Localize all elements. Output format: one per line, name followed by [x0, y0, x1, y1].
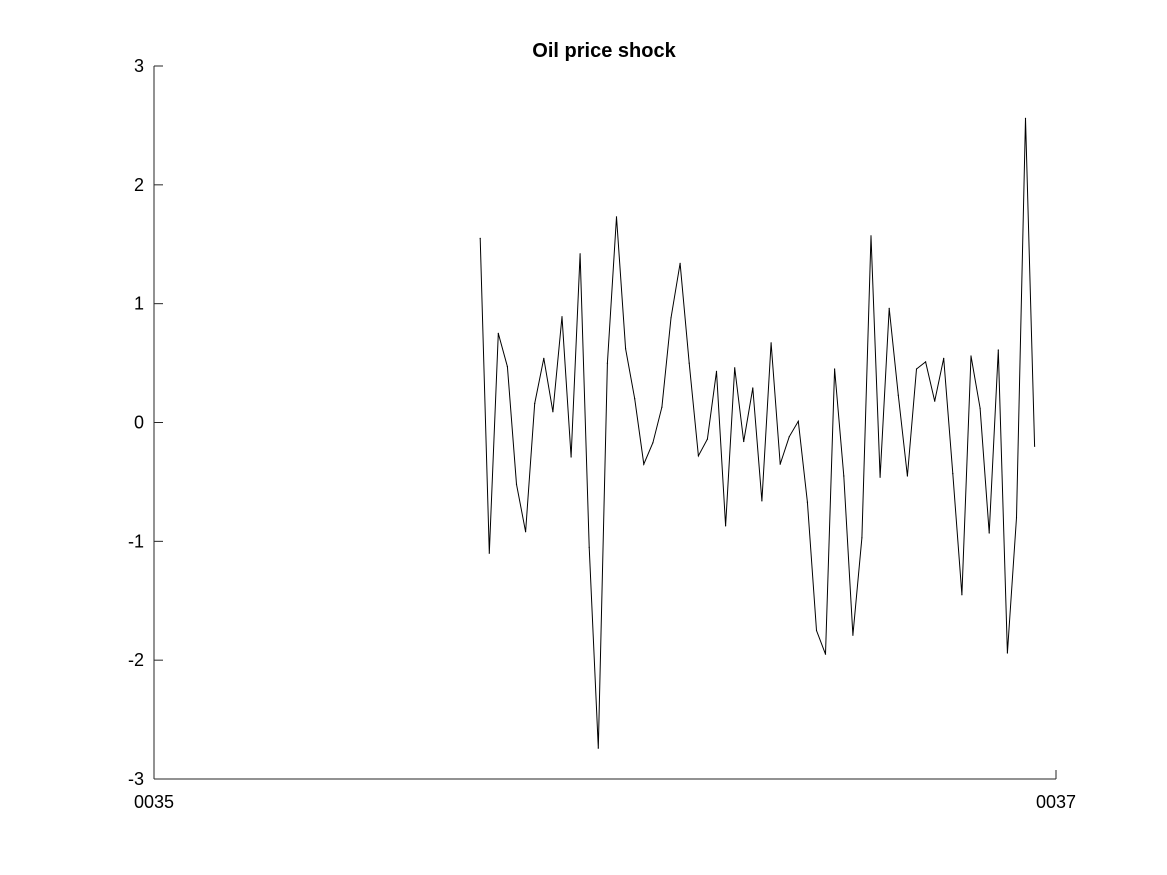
data-point — [1006, 652, 1009, 654]
data-point — [497, 332, 499, 334]
data-point — [1015, 517, 1018, 519]
data-point — [661, 406, 663, 408]
data-point — [706, 438, 709, 440]
data-point — [625, 348, 627, 350]
data-point — [570, 456, 572, 458]
data-point — [897, 394, 899, 396]
data-point — [552, 411, 554, 413]
data-point — [488, 552, 490, 554]
y-axis-ticks: 3 2 1 0 -1 -2 -3 — [128, 56, 163, 789]
x-tick-label: 0035 — [134, 792, 174, 812]
data-point — [788, 436, 790, 438]
data-point — [479, 237, 481, 239]
y-tick-label: -2 — [128, 650, 144, 670]
y-tick-label: 2 — [134, 175, 144, 195]
data-point — [697, 455, 700, 457]
data-point — [915, 368, 918, 370]
data-point — [961, 594, 963, 596]
data-point — [1024, 117, 1027, 119]
series-group — [479, 117, 1036, 749]
data-point — [770, 342, 772, 344]
data-point — [679, 262, 681, 264]
data-point — [525, 531, 527, 533]
data-point — [806, 501, 809, 503]
data-point — [888, 307, 890, 309]
x-axis-ticks: 0035 0037 — [134, 770, 1076, 812]
data-point — [534, 402, 536, 405]
data-point — [752, 387, 754, 389]
x-tick-label: 0037 — [1036, 792, 1076, 812]
data-point — [861, 537, 863, 539]
data-point — [824, 653, 827, 655]
data-point — [925, 361, 927, 363]
data-point — [543, 357, 545, 359]
data-point — [615, 216, 618, 218]
data-point — [734, 367, 736, 369]
data-point — [715, 370, 718, 372]
data-point — [643, 463, 645, 465]
data-point — [906, 475, 909, 477]
data-point — [979, 407, 981, 409]
chart-title: Oil price shock — [532, 40, 676, 62]
data-point — [997, 349, 999, 351]
data-point — [934, 400, 936, 402]
data-point — [815, 629, 818, 632]
data-point — [843, 475, 845, 477]
data-point — [634, 398, 636, 400]
data-point — [743, 440, 745, 443]
data-point — [561, 316, 563, 318]
y-tick-label: 3 — [134, 56, 144, 76]
data-point — [870, 235, 872, 237]
data-point — [688, 362, 690, 364]
y-tick-label: 0 — [134, 413, 144, 433]
data-point — [761, 500, 763, 502]
data-point — [652, 442, 654, 444]
data-point — [588, 546, 590, 548]
data-point — [779, 463, 781, 465]
y-tick-label: -1 — [128, 531, 144, 551]
data-point — [506, 366, 508, 368]
y-tick-label: 1 — [134, 294, 144, 314]
data-point — [988, 532, 990, 534]
y-tick-label: -3 — [128, 769, 144, 789]
data-point — [579, 253, 581, 255]
data-point — [970, 355, 972, 357]
data-point — [852, 634, 854, 636]
data-point — [597, 747, 599, 749]
axes — [153, 66, 1056, 780]
data-point — [943, 357, 945, 359]
data-point — [1034, 445, 1036, 447]
series-line — [479, 118, 1036, 749]
data-point — [725, 525, 727, 527]
data-point — [797, 420, 799, 422]
data-point — [670, 317, 672, 319]
data-point — [952, 473, 954, 475]
data-point — [606, 362, 609, 364]
data-point — [834, 368, 836, 370]
data-point — [879, 476, 881, 478]
data-point — [515, 483, 518, 485]
